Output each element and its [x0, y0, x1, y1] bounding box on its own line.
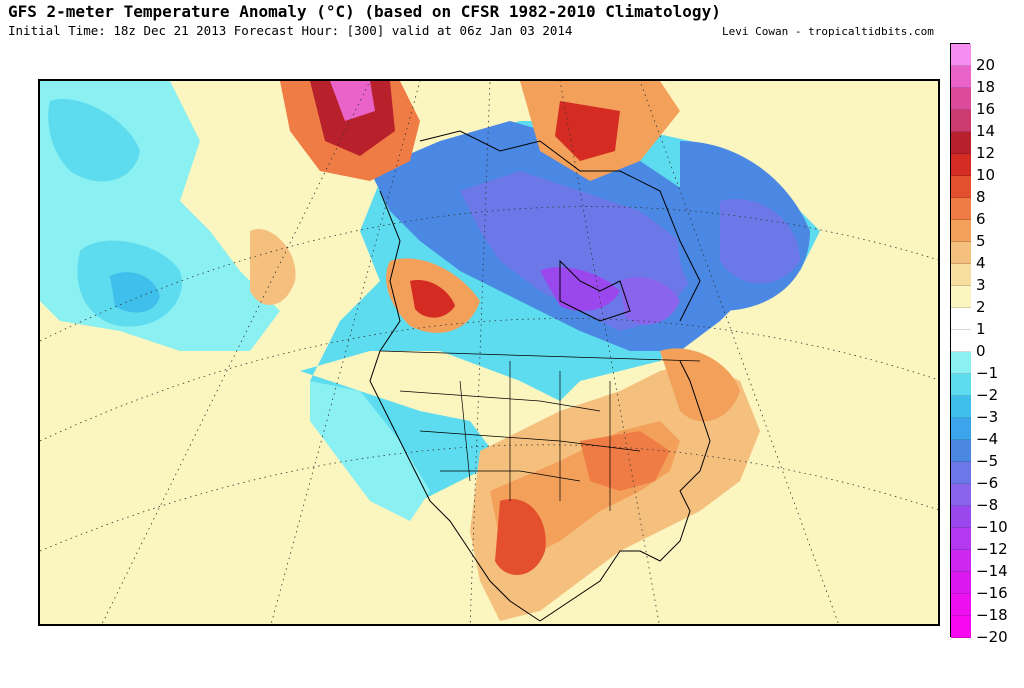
colorbar-label: −16 [976, 584, 1008, 602]
colorbar-swatch [951, 176, 971, 198]
colorbar-label: 20 [976, 56, 996, 74]
colorbar-bar [950, 43, 971, 638]
colorbar-label: −12 [976, 540, 1008, 558]
colorbar-label: −14 [976, 562, 1008, 580]
political-borders [379, 350, 701, 511]
colorbar-swatch [951, 220, 971, 242]
colorbar-label: 2 [976, 298, 986, 316]
colorbar-label: −18 [976, 606, 1008, 624]
colorbar-swatch [951, 286, 971, 308]
colorbar-swatch [951, 462, 971, 484]
colorbar-label: −4 [976, 430, 999, 448]
pacific-cold-core-2 [110, 272, 160, 313]
colorbar-swatch [951, 572, 971, 594]
pacific-warm-patch [250, 229, 296, 305]
northeast-warm [660, 348, 740, 422]
colorbar-label: −3 [976, 408, 999, 426]
colorbar-label: −6 [976, 474, 999, 492]
pacific-cold-north [48, 99, 140, 182]
coastlines [369, 130, 711, 622]
colorbar-swatch [951, 506, 971, 528]
colorbar-label: 8 [976, 188, 986, 206]
colorbar-swatch [951, 374, 971, 396]
colorbar-label: 5 [976, 232, 986, 250]
colorbar-swatch [951, 330, 971, 352]
colorbar-label: −10 [976, 518, 1008, 536]
colorbar-label: 10 [976, 166, 996, 184]
colorbar-swatch [951, 308, 971, 330]
colorbar-label: 12 [976, 144, 996, 162]
colorbar-label: 18 [976, 78, 996, 96]
greenland-warm-core [555, 101, 620, 161]
colorbar-swatch [951, 550, 971, 572]
colorbar-label: 0 [976, 342, 986, 360]
colorbar-swatch [951, 66, 971, 88]
colorbar-swatch [951, 594, 971, 616]
colorbar-label: −5 [976, 452, 999, 470]
colorbar-label: 4 [976, 254, 986, 272]
colorbar-label: 6 [976, 210, 986, 228]
west-coast-cold [310, 381, 430, 521]
colorbar-swatch [951, 396, 971, 418]
colorbar-swatch [951, 198, 971, 220]
credit-text: Levi Cowan - tropicaltidbits.com [722, 25, 934, 38]
chart-title: GFS 2-meter Temperature Anomaly (°C) (ba… [8, 2, 721, 21]
map-canvas [40, 81, 938, 624]
colorbar-swatch [951, 242, 971, 264]
graticule [40, 81, 938, 624]
colorbar-label: 3 [976, 276, 986, 294]
colorbar-swatch [951, 440, 971, 462]
atlantic-cold-core [720, 199, 800, 284]
texas-mexico-hot [495, 499, 546, 575]
colorbar-swatch [951, 616, 971, 638]
alaska-extreme-warm [330, 81, 375, 121]
atlantic-neutral [760, 281, 938, 461]
colorbar-label: −8 [976, 496, 999, 514]
alberta-warm-core [410, 280, 455, 318]
colorbar-label: 16 [976, 100, 996, 118]
colorbar-swatch [951, 88, 971, 110]
colorbar-swatch [951, 44, 971, 66]
anomaly-map [38, 79, 940, 626]
colorbar-label: 14 [976, 122, 996, 140]
colorbar-swatch [951, 484, 971, 506]
colorbar-label: −1 [976, 364, 999, 382]
colorbar-swatch [951, 154, 971, 176]
colorbar-swatch [951, 418, 971, 440]
colorbar-swatch [951, 110, 971, 132]
colorbar-swatch [951, 528, 971, 550]
colorbar-swatch [951, 132, 971, 154]
colorbar-label: −2 [976, 386, 999, 404]
colorbar-label: 1 [976, 320, 986, 338]
colorbar-label: −20 [976, 628, 1008, 646]
colorbar-swatch [951, 352, 971, 374]
colorbar-swatch [951, 264, 971, 286]
quebec-cold [620, 277, 680, 325]
forecast-time-info: Initial Time: 18z Dec 21 2013 Forecast H… [8, 23, 573, 38]
